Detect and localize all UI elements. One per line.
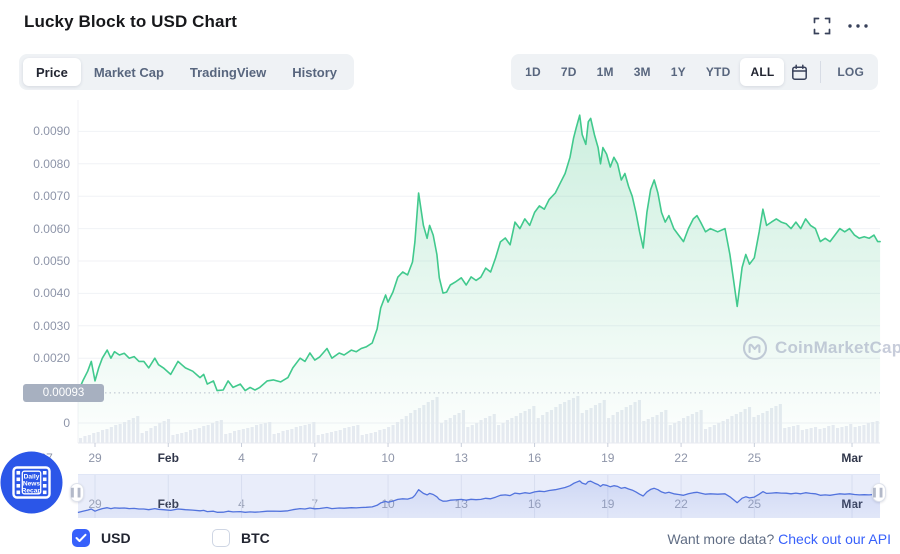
tab-price[interactable]: Price <box>23 58 81 86</box>
x-axis-label: 4 <box>238 451 245 465</box>
range-1m[interactable]: 1M <box>596 65 614 79</box>
range-7d[interactable]: 7D <box>560 65 577 79</box>
tab-tradingview[interactable]: TradingView <box>189 64 267 80</box>
x-axis-label: 29 <box>88 451 102 465</box>
range-3m[interactable]: 3M <box>633 65 651 79</box>
checkbox-unchecked-icon[interactable] <box>212 529 230 547</box>
btc-checkbox[interactable]: BTC <box>212 529 270 547</box>
range-1d[interactable]: 1D <box>525 65 541 79</box>
checkbox-checked-icon[interactable] <box>72 529 90 547</box>
navigator-right-handle[interactable]: ▌▌ <box>872 483 886 502</box>
coinmarketcap-watermark: CoinMarketCap <box>742 335 900 361</box>
daily-news-recap-badge[interactable]: Daily News Recap <box>0 451 63 514</box>
price-line <box>77 114 881 393</box>
y-axis-label: 0.0050 <box>33 254 70 268</box>
calendar-icon[interactable] <box>784 58 814 86</box>
x-axis-label: Feb <box>157 451 179 465</box>
x-axis-label: 16 <box>527 451 542 465</box>
x-axis-label: 10 <box>381 451 395 465</box>
current-price-badge: 0.00093 <box>23 384 104 402</box>
film-strip-icon: Daily News Recap <box>12 466 51 499</box>
time-range-bar: 1D 7D 1M 3M 1Y YTD ALL LOG <box>511 54 878 90</box>
api-promo: Want more data? Check out our API <box>667 531 891 547</box>
svg-text:News: News <box>23 481 41 488</box>
y-axis-label: 0.0060 <box>33 221 70 236</box>
y-axis-label: 0.0020 <box>33 351 70 366</box>
footer-bar: USD BTC Want more data? Check out our AP… <box>0 522 900 554</box>
range-all[interactable]: ALL <box>740 58 785 86</box>
more-options-icon[interactable] <box>844 14 872 38</box>
tab-market-cap[interactable]: Market Cap <box>93 64 164 80</box>
usd-checkbox[interactable]: USD <box>72 529 131 547</box>
y-axis-label: 0.0080 <box>33 156 70 171</box>
navigator-area-fill <box>77 480 881 518</box>
chart-view-tabs: Price Market Cap TradingView History <box>19 54 355 90</box>
coinmarketcap-logo-icon <box>742 335 768 361</box>
x-axis-label: 13 <box>454 451 468 465</box>
y-axis-label: 0.0040 <box>33 286 70 301</box>
y-axis-label: 0 <box>63 416 70 430</box>
x-axis-label: 22 <box>674 451 688 465</box>
x-axis-label: 25 <box>747 451 761 465</box>
x-axis-label: 7 <box>311 451 319 465</box>
divider <box>820 61 822 83</box>
y-axis-label: 0.0030 <box>33 318 70 333</box>
x-axis-label: Mar <box>841 451 863 465</box>
api-prompt-text: Want more data? <box>667 531 775 547</box>
log-scale-button[interactable]: LOG <box>837 65 864 79</box>
x-axis-label: 19 <box>601 451 615 465</box>
navigator-line <box>77 480 881 514</box>
y-axis-label: 0.0090 <box>33 124 70 139</box>
tab-history[interactable]: History <box>292 64 338 80</box>
svg-text:Recap: Recap <box>22 488 42 495</box>
navigator-left-handle[interactable]: ▌▌ <box>70 483 84 502</box>
api-link[interactable]: Check out our API <box>778 531 891 547</box>
range-1y[interactable]: 1Y <box>670 65 686 79</box>
svg-text:Daily: Daily <box>24 474 40 481</box>
page-title: Lucky Block to USD Chart <box>24 12 238 31</box>
y-axis-label: 0.0070 <box>33 189 70 204</box>
range-ytd[interactable]: YTD <box>705 65 731 79</box>
fullscreen-icon[interactable] <box>810 14 834 38</box>
